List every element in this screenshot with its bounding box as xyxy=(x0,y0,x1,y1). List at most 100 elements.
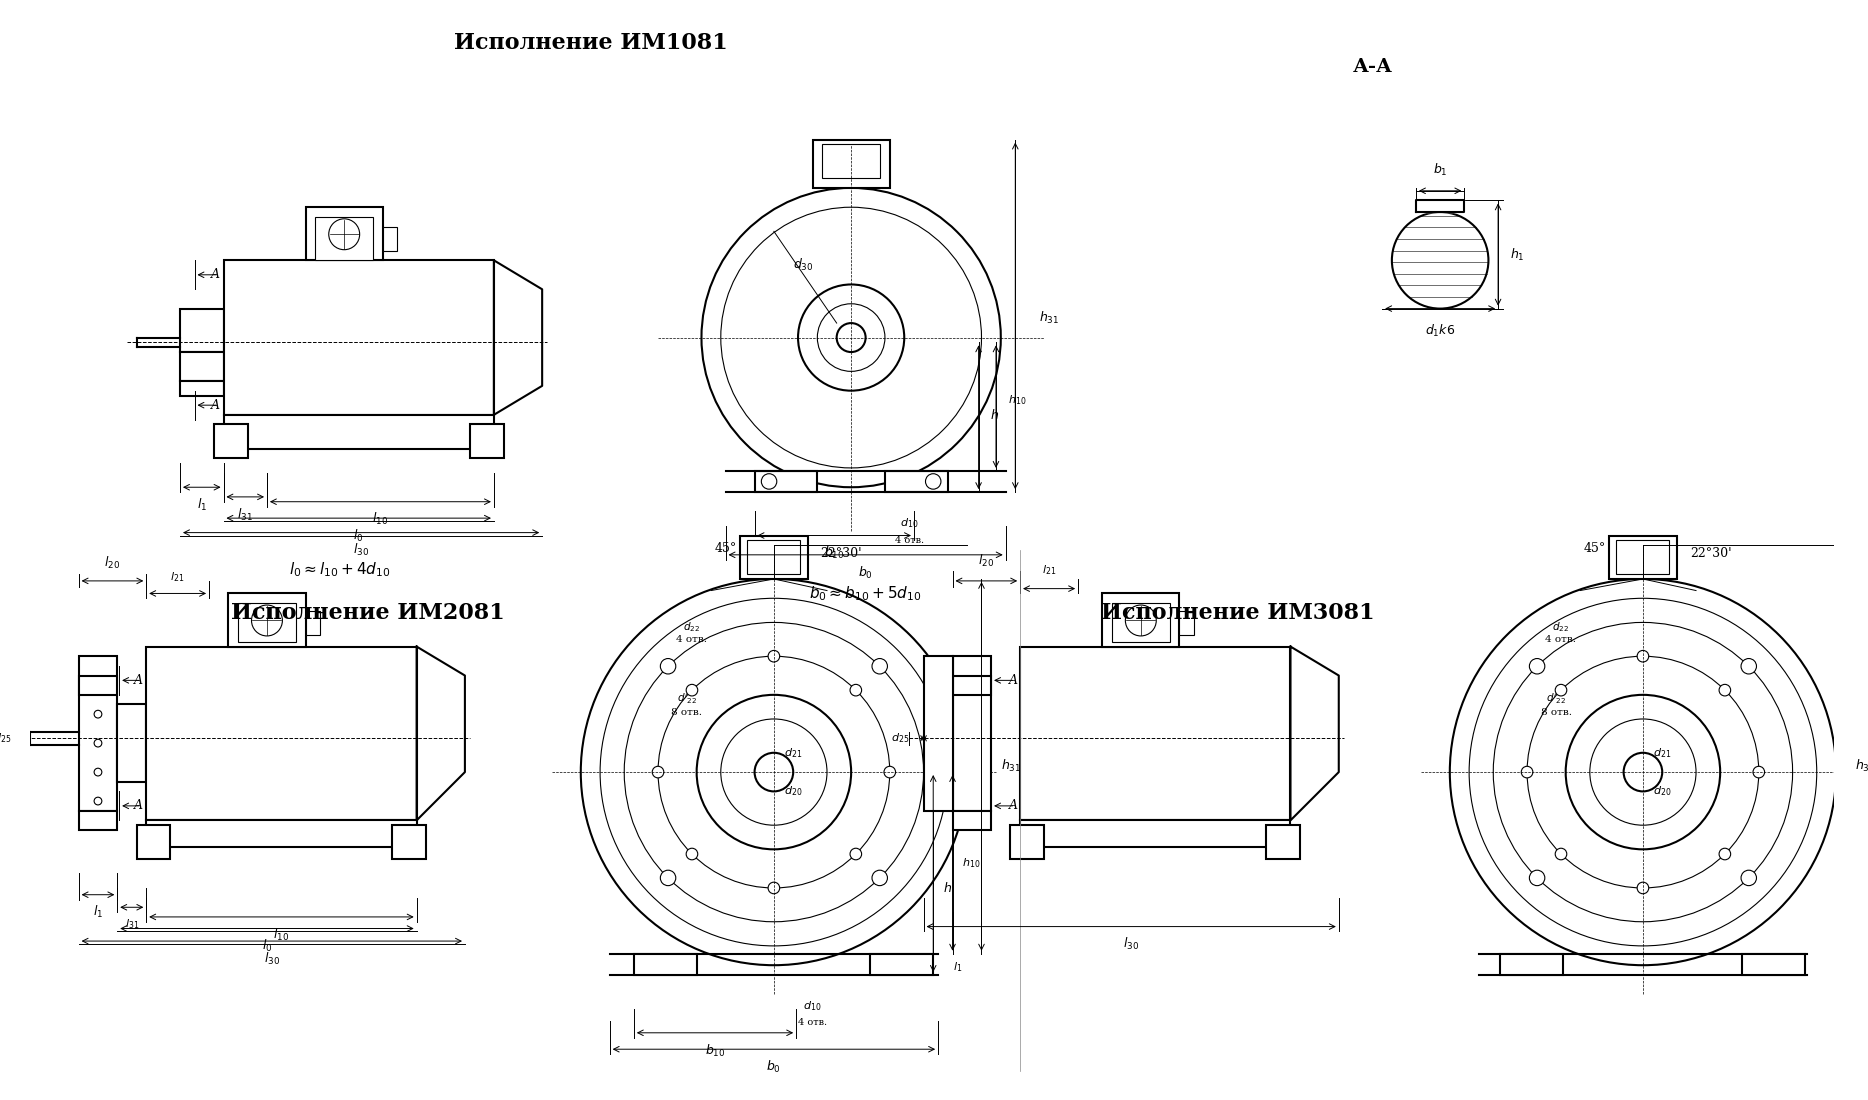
Circle shape xyxy=(818,304,885,372)
Text: $b_0$: $b_0$ xyxy=(857,564,872,581)
Text: $l_{30}$: $l_{30}$ xyxy=(263,950,280,967)
Text: $d_{25}$: $d_{25}$ xyxy=(0,732,11,745)
Bar xyxy=(1616,540,1668,574)
Text: $l_{10}$: $l_{10}$ xyxy=(372,512,389,528)
Bar xyxy=(885,471,947,492)
Circle shape xyxy=(755,752,794,791)
Text: 22°30': 22°30' xyxy=(1691,547,1732,560)
Text: $l_{20}$: $l_{20}$ xyxy=(979,553,994,570)
Text: 45°: 45° xyxy=(1584,542,1606,554)
Circle shape xyxy=(925,474,941,490)
Circle shape xyxy=(762,474,777,490)
Circle shape xyxy=(93,768,103,776)
Circle shape xyxy=(891,957,908,972)
Polygon shape xyxy=(1416,200,1465,212)
Bar xyxy=(469,425,504,459)
Text: $l_0$: $l_0$ xyxy=(262,938,273,955)
Text: Исполнение ИМ1081: Исполнение ИМ1081 xyxy=(454,32,727,54)
Bar xyxy=(755,471,818,492)
Text: $h_{31}$: $h_{31}$ xyxy=(1855,758,1868,774)
Text: $h_{31}$: $h_{31}$ xyxy=(1039,310,1059,327)
Circle shape xyxy=(1565,695,1720,849)
Polygon shape xyxy=(417,647,465,821)
Bar xyxy=(179,381,224,396)
Text: $l_{31}$: $l_{31}$ xyxy=(125,917,138,931)
Circle shape xyxy=(768,650,779,662)
Circle shape xyxy=(850,848,861,860)
Bar xyxy=(78,675,118,695)
Polygon shape xyxy=(1291,647,1339,821)
Circle shape xyxy=(1493,623,1793,922)
Text: $l_{31}$: $l_{31}$ xyxy=(237,506,254,522)
Text: Исполнение ИМ3081: Исполнение ИМ3081 xyxy=(1100,602,1375,624)
Circle shape xyxy=(1521,767,1534,778)
Circle shape xyxy=(624,623,923,922)
Text: $b_0 \approx b_{10}+5d_{10}$: $b_0 \approx b_{10}+5d_{10}$ xyxy=(809,584,921,603)
Text: $l_0 \approx l_{10}+4d_{10}$: $l_0 \approx l_{10}+4d_{10}$ xyxy=(290,560,390,579)
Circle shape xyxy=(93,739,103,747)
Circle shape xyxy=(798,285,904,390)
Text: $l_{10}$: $l_{10}$ xyxy=(273,926,290,943)
Text: A: A xyxy=(1009,800,1018,813)
Bar xyxy=(146,647,417,821)
Text: $l_{21}$: $l_{21}$ xyxy=(170,570,185,584)
Text: $d_{10}$: $d_{10}$ xyxy=(900,516,919,530)
Text: $h$: $h$ xyxy=(990,408,999,421)
Text: $d'_{22}$
8 отв.: $d'_{22}$ 8 отв. xyxy=(1541,692,1571,717)
Circle shape xyxy=(1468,598,1818,946)
Circle shape xyxy=(1530,870,1545,886)
Circle shape xyxy=(1526,657,1760,888)
Bar xyxy=(316,217,374,261)
Circle shape xyxy=(93,798,103,805)
Bar xyxy=(306,610,319,635)
Bar xyxy=(953,675,992,695)
Text: Исполнение ИМ2081: Исполнение ИМ2081 xyxy=(232,602,504,624)
Circle shape xyxy=(581,579,968,965)
Circle shape xyxy=(661,659,676,674)
Bar xyxy=(1011,825,1044,859)
Text: $l_{30}$: $l_{30}$ xyxy=(1123,936,1139,953)
Circle shape xyxy=(1125,605,1156,636)
Bar xyxy=(813,140,889,188)
Text: 45°: 45° xyxy=(714,542,736,554)
Circle shape xyxy=(686,848,699,860)
Bar xyxy=(1267,825,1300,859)
Text: $d_{20}$: $d_{20}$ xyxy=(1653,784,1672,799)
Circle shape xyxy=(884,767,895,778)
Bar xyxy=(1500,954,1564,975)
Bar xyxy=(237,603,295,641)
Circle shape xyxy=(93,711,103,718)
Circle shape xyxy=(768,882,779,894)
Bar xyxy=(1111,603,1169,641)
Bar xyxy=(224,261,493,415)
Circle shape xyxy=(1741,659,1756,674)
Circle shape xyxy=(329,219,361,250)
Circle shape xyxy=(721,719,828,825)
Circle shape xyxy=(686,684,699,696)
Circle shape xyxy=(697,695,852,849)
Text: 4 отв.: 4 отв. xyxy=(895,536,923,544)
Bar xyxy=(822,144,880,178)
Text: $h_{10}$: $h_{10}$ xyxy=(1007,394,1026,407)
Text: $d_{22}$
4 отв.: $d_{22}$ 4 отв. xyxy=(676,620,708,645)
Circle shape xyxy=(1590,719,1696,825)
Text: A: A xyxy=(134,674,144,686)
Text: $l_{20}$: $l_{20}$ xyxy=(105,556,120,571)
Bar xyxy=(179,309,224,352)
Circle shape xyxy=(658,657,889,888)
Bar xyxy=(953,657,992,811)
Bar xyxy=(923,657,953,811)
Bar xyxy=(870,954,934,975)
Circle shape xyxy=(1506,957,1521,972)
Circle shape xyxy=(252,605,282,636)
Circle shape xyxy=(1623,752,1663,791)
Circle shape xyxy=(1636,882,1649,894)
Text: A: A xyxy=(211,268,220,282)
Circle shape xyxy=(1636,650,1649,662)
Circle shape xyxy=(1752,767,1765,778)
Bar xyxy=(747,540,800,574)
Circle shape xyxy=(652,767,663,778)
Circle shape xyxy=(1719,848,1730,860)
Text: $d_{21}$: $d_{21}$ xyxy=(1653,746,1672,760)
Bar xyxy=(224,415,493,449)
